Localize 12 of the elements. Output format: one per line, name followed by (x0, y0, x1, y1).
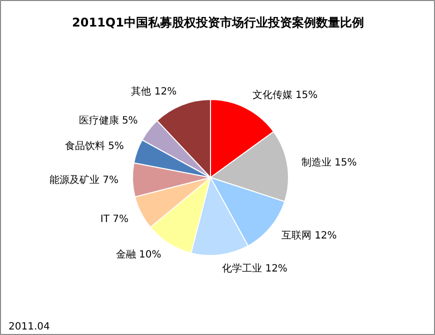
slice-label: 互联网 12% (281, 230, 337, 242)
slice-label: 能源及矿业 7% (50, 174, 119, 186)
slice-label: IT 7% (100, 214, 129, 225)
slice-label: 化学工业 12% (222, 262, 288, 274)
slice-label: 医疗健康 5% (78, 114, 138, 127)
slice-label: 金融 10% (116, 248, 162, 261)
slice-label: 制造业 15% (301, 156, 357, 169)
text: 2011.04 (8, 322, 50, 332)
slice-label: 食品饮料 5% (64, 140, 124, 152)
chart-title: 2011Q1中国私募股权投资市场行业投资案例数量比例 (72, 16, 364, 30)
slice-label: 其他 12% (131, 85, 177, 98)
slice-label: 文化传媒 15% (252, 89, 318, 102)
